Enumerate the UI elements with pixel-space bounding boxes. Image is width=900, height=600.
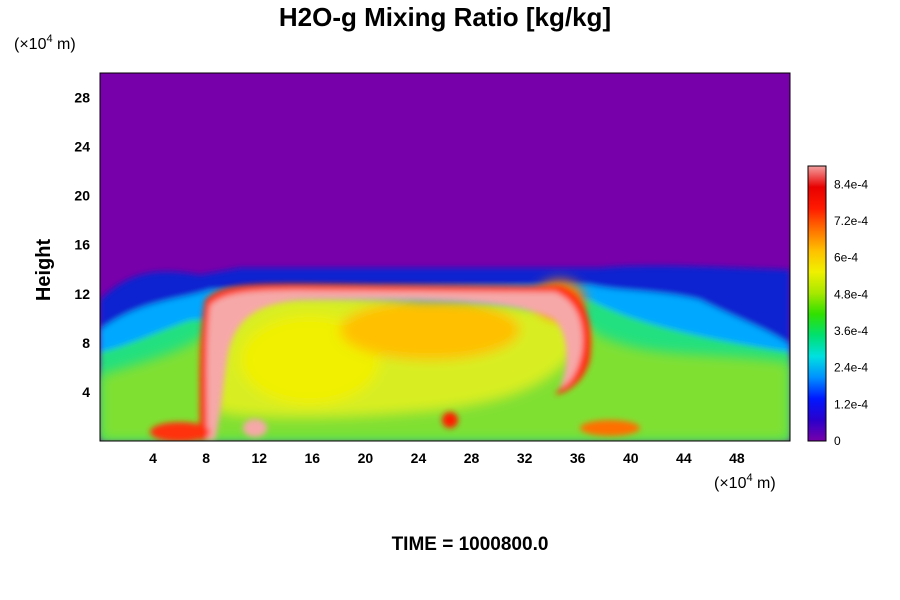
colorbar-tick-labels: 0 1.2e-4 2.4e-4 3.6e-4 4.8e-4 6e-4 7.2e-4 8.4e-…	[834, 177, 868, 448]
x-tick-label: 40	[623, 450, 639, 466]
y-tick-label: 4	[82, 384, 90, 400]
colorbar-tick-label: 7.2e-4	[834, 214, 868, 228]
x-tick-label: 32	[517, 450, 533, 466]
plot-frame	[99, 72, 791, 442]
colorbar-tick-label: 8.4e-4	[834, 177, 868, 191]
x-tick-label: 12	[251, 450, 267, 466]
x-tick-label: 44	[676, 450, 692, 466]
y-tick-label: 12	[74, 286, 90, 302]
x-tick-label: 24	[411, 450, 427, 466]
y-tick-labels: 4 8 12 16 20 24 28	[74, 90, 90, 400]
y-tick-label: 24	[74, 139, 90, 155]
x-tick-label: 36	[570, 450, 586, 466]
chart-title: H2O-g Mixing Ratio [kg/kg]	[279, 2, 611, 32]
heatmap-field	[100, 73, 790, 441]
field-anvil-core	[150, 284, 640, 441]
y-tick-label: 28	[74, 90, 90, 106]
y-unit-suffix: m)	[53, 36, 76, 53]
x-tick-label: 48	[729, 450, 745, 466]
y-tick-label: 16	[74, 237, 90, 253]
x-tick-label: 16	[305, 450, 321, 466]
colorbar-tick-label: 2.4e-4	[834, 361, 868, 375]
y-tick-label: 20	[74, 188, 90, 204]
x-unit-label: (×104 m)	[714, 472, 776, 492]
x-tick-label: 20	[358, 450, 374, 466]
colorbar: 0 1.2e-4 2.4e-4 3.6e-4 4.8e-4 6e-4 7.2e-4 8.4e-…	[807, 165, 868, 448]
x-tick-labels: 4 8 12 16 20 24 28 32 36 40 44 48	[149, 450, 745, 466]
x-tick-label: 8	[202, 450, 210, 466]
y-axis-label: Height	[33, 239, 55, 302]
x-unit-exp: 4	[746, 472, 752, 484]
x-tick-label: 28	[464, 450, 480, 466]
field-boundary-layer	[100, 280, 790, 441]
time-label: TIME = 1000800.0	[392, 534, 549, 555]
y-unit-label: (×104 m)	[14, 33, 76, 53]
x-unit-prefix: (×10	[714, 475, 747, 492]
x-unit-suffix: m)	[753, 475, 776, 492]
x-tick-label: 4	[149, 450, 157, 466]
colorbar-tick-label: 1.2e-4	[834, 397, 868, 411]
colorbar-tick-label: 4.8e-4	[834, 287, 868, 301]
y-tick-label: 8	[82, 335, 90, 351]
y-unit-prefix: (×10	[14, 36, 47, 53]
colorbar-gradient	[807, 165, 827, 442]
colorbar-tick-label: 6e-4	[834, 251, 858, 265]
colorbar-tick-label: 3.6e-4	[834, 324, 868, 338]
y-unit-exp: 4	[46, 33, 52, 45]
colorbar-tick-label: 0	[834, 434, 841, 448]
